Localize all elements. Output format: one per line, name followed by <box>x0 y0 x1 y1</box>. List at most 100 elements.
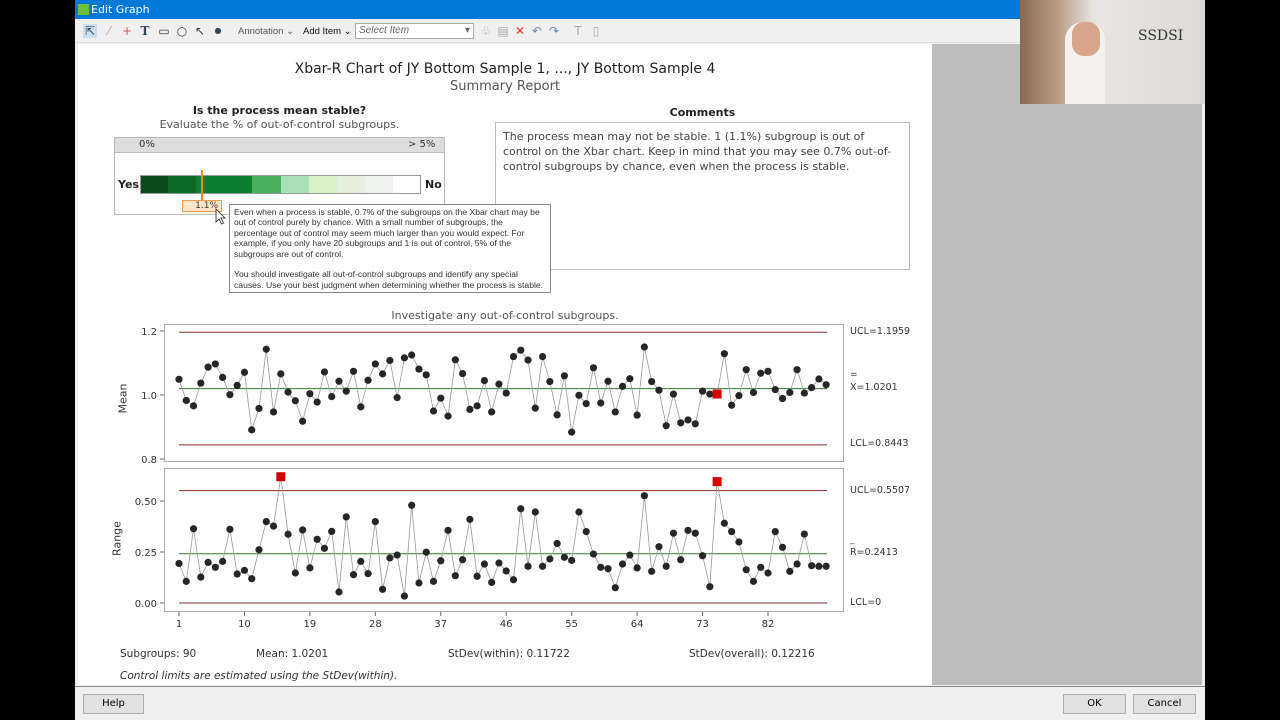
xbar-data-point <box>408 351 416 359</box>
range-data-point <box>800 530 808 538</box>
range-data-point <box>466 515 474 523</box>
xbar-center-label: X=1.0201 <box>850 382 898 393</box>
document-icon[interactable]: ▤ <box>497 24 509 38</box>
range-data-point <box>575 508 583 516</box>
gauge-bar-frame <box>140 175 421 194</box>
xbar-data-point <box>371 360 379 368</box>
xbar-data-point <box>735 392 743 400</box>
xbar-data-point <box>262 345 270 353</box>
xbar-data-point <box>604 377 612 385</box>
xbar-data-point <box>648 377 656 386</box>
xbar-data-point <box>248 426 256 434</box>
brush-icon[interactable]: ⁄ <box>107 24 110 38</box>
redo-icon[interactable]: ↷ <box>548 24 560 38</box>
x-tick-label: 19 <box>304 619 317 630</box>
xbar-data-point <box>328 393 336 401</box>
range-data-point <box>306 564 314 572</box>
range-data-point <box>517 505 525 513</box>
range-data-point <box>677 556 685 564</box>
range-data-point <box>269 522 278 530</box>
gauge-segment <box>364 175 394 194</box>
range-data-point <box>735 538 743 546</box>
cancel-button[interactable]: Cancel <box>1133 694 1196 714</box>
gauge-value-label[interactable]: 1.1% <box>182 200 222 212</box>
range-data-point <box>771 528 779 536</box>
presenter-face <box>1072 22 1100 56</box>
tooltip: Even when a process is stable, 0.7% of t… <box>229 204 551 294</box>
range-data-point <box>189 525 198 533</box>
select-pointer-icon[interactable]: ⇱ <box>83 24 97 38</box>
stability-question: Is the process mean stable? <box>192 104 367 117</box>
range-series-line <box>178 476 827 597</box>
xbar-data-point <box>655 386 663 394</box>
xbar-data-point <box>793 366 801 374</box>
range-data-point <box>502 567 510 575</box>
range-data-point <box>626 551 634 559</box>
xbar-data-point <box>357 403 365 411</box>
range-data-point <box>633 564 641 572</box>
range-ucl-label: UCL=0.5507 <box>850 485 911 496</box>
xbar-data-point <box>778 394 787 403</box>
xbar-center-bar: = <box>850 370 858 380</box>
text-tool-icon[interactable]: T <box>140 24 150 38</box>
gauge-max-label: > 5% <box>408 139 436 150</box>
range-y-tick-label: 0.00 <box>135 599 157 610</box>
xbar-data-point <box>611 408 619 416</box>
range-data-point <box>706 583 714 591</box>
undo-icon[interactable]: ↶ <box>531 24 543 38</box>
xbar-data-point <box>749 388 758 397</box>
marker-tool-icon[interactable]: ● <box>214 26 222 35</box>
text-format-icon[interactable]: T <box>574 24 582 38</box>
xbar-data-point <box>488 408 496 416</box>
range-data-point <box>211 563 219 571</box>
ellipse-tool-icon[interactable]: ○ <box>176 24 188 38</box>
xbar-data-point <box>415 365 423 373</box>
report-subtitle: Summary Report <box>449 79 561 94</box>
comments-heading: Comments <box>669 106 736 119</box>
xbar-data-point <box>553 411 561 419</box>
xbar-data-point <box>342 387 350 395</box>
xbar-data-point <box>400 354 409 362</box>
help-button[interactable]: Help <box>83 694 144 714</box>
arrow-tool-icon[interactable]: ↖ <box>194 24 206 38</box>
select-item-dropdown[interactable]: Select Item ▾ <box>355 23 474 39</box>
ok-button[interactable]: OK <box>1063 694 1126 714</box>
report-title: Xbar-R Chart of JY Bottom Sample 1, ...,… <box>294 61 716 77</box>
delete-icon[interactable]: ✕ <box>514 24 526 38</box>
add-item-dropdown[interactable]: Add Item ⌄ <box>303 26 352 37</box>
paint-icon[interactable]: ♧ <box>480 24 492 38</box>
layout-icon[interactable]: ▯ <box>592 24 600 38</box>
chevron-down-icon: ▾ <box>464 25 470 36</box>
range-data-point <box>437 557 445 565</box>
range-data-point <box>219 557 227 565</box>
xbar-data-point <box>386 356 394 365</box>
crosshair-icon[interactable]: + <box>121 24 133 38</box>
select-item-placeholder: Select Item <box>359 25 410 36</box>
range-data-point <box>669 529 678 537</box>
xbar-data-point <box>706 390 714 398</box>
xbar-data-point <box>379 370 387 378</box>
xbar-data-point <box>291 397 299 405</box>
range-data-point <box>335 588 343 596</box>
rectangle-tool-icon[interactable]: ▭ <box>158 24 170 38</box>
range-data-point <box>524 562 532 570</box>
range-data-point <box>815 562 823 570</box>
range-data-point <box>197 573 205 581</box>
range-data-point <box>648 567 656 575</box>
range-data-point <box>248 575 256 583</box>
xbar-data-point <box>313 398 321 406</box>
ssdsi-logo: SSDSI <box>1138 28 1184 44</box>
xbar-data-point <box>808 384 816 392</box>
x-tick-label: 28 <box>369 619 382 630</box>
xbar-data-point <box>437 394 445 402</box>
gauge-segment <box>392 175 422 194</box>
annotation-dropdown[interactable]: Annotation ⌄ <box>238 26 295 37</box>
xbar-data-point <box>662 422 670 430</box>
toolbar: ⇱ ⁄ + T ▭ ○ ↖ ● Annotation ⌄ Add Item ⌄ … <box>75 20 1205 43</box>
range-data-point <box>444 526 452 534</box>
range-center-bar: _ <box>850 535 855 545</box>
x-tick-label: 55 <box>565 619 578 630</box>
investigate-text: Investigate any out-of-control subgroups… <box>391 309 619 322</box>
range-data-point <box>480 560 489 568</box>
xbar-data-point <box>524 356 532 364</box>
